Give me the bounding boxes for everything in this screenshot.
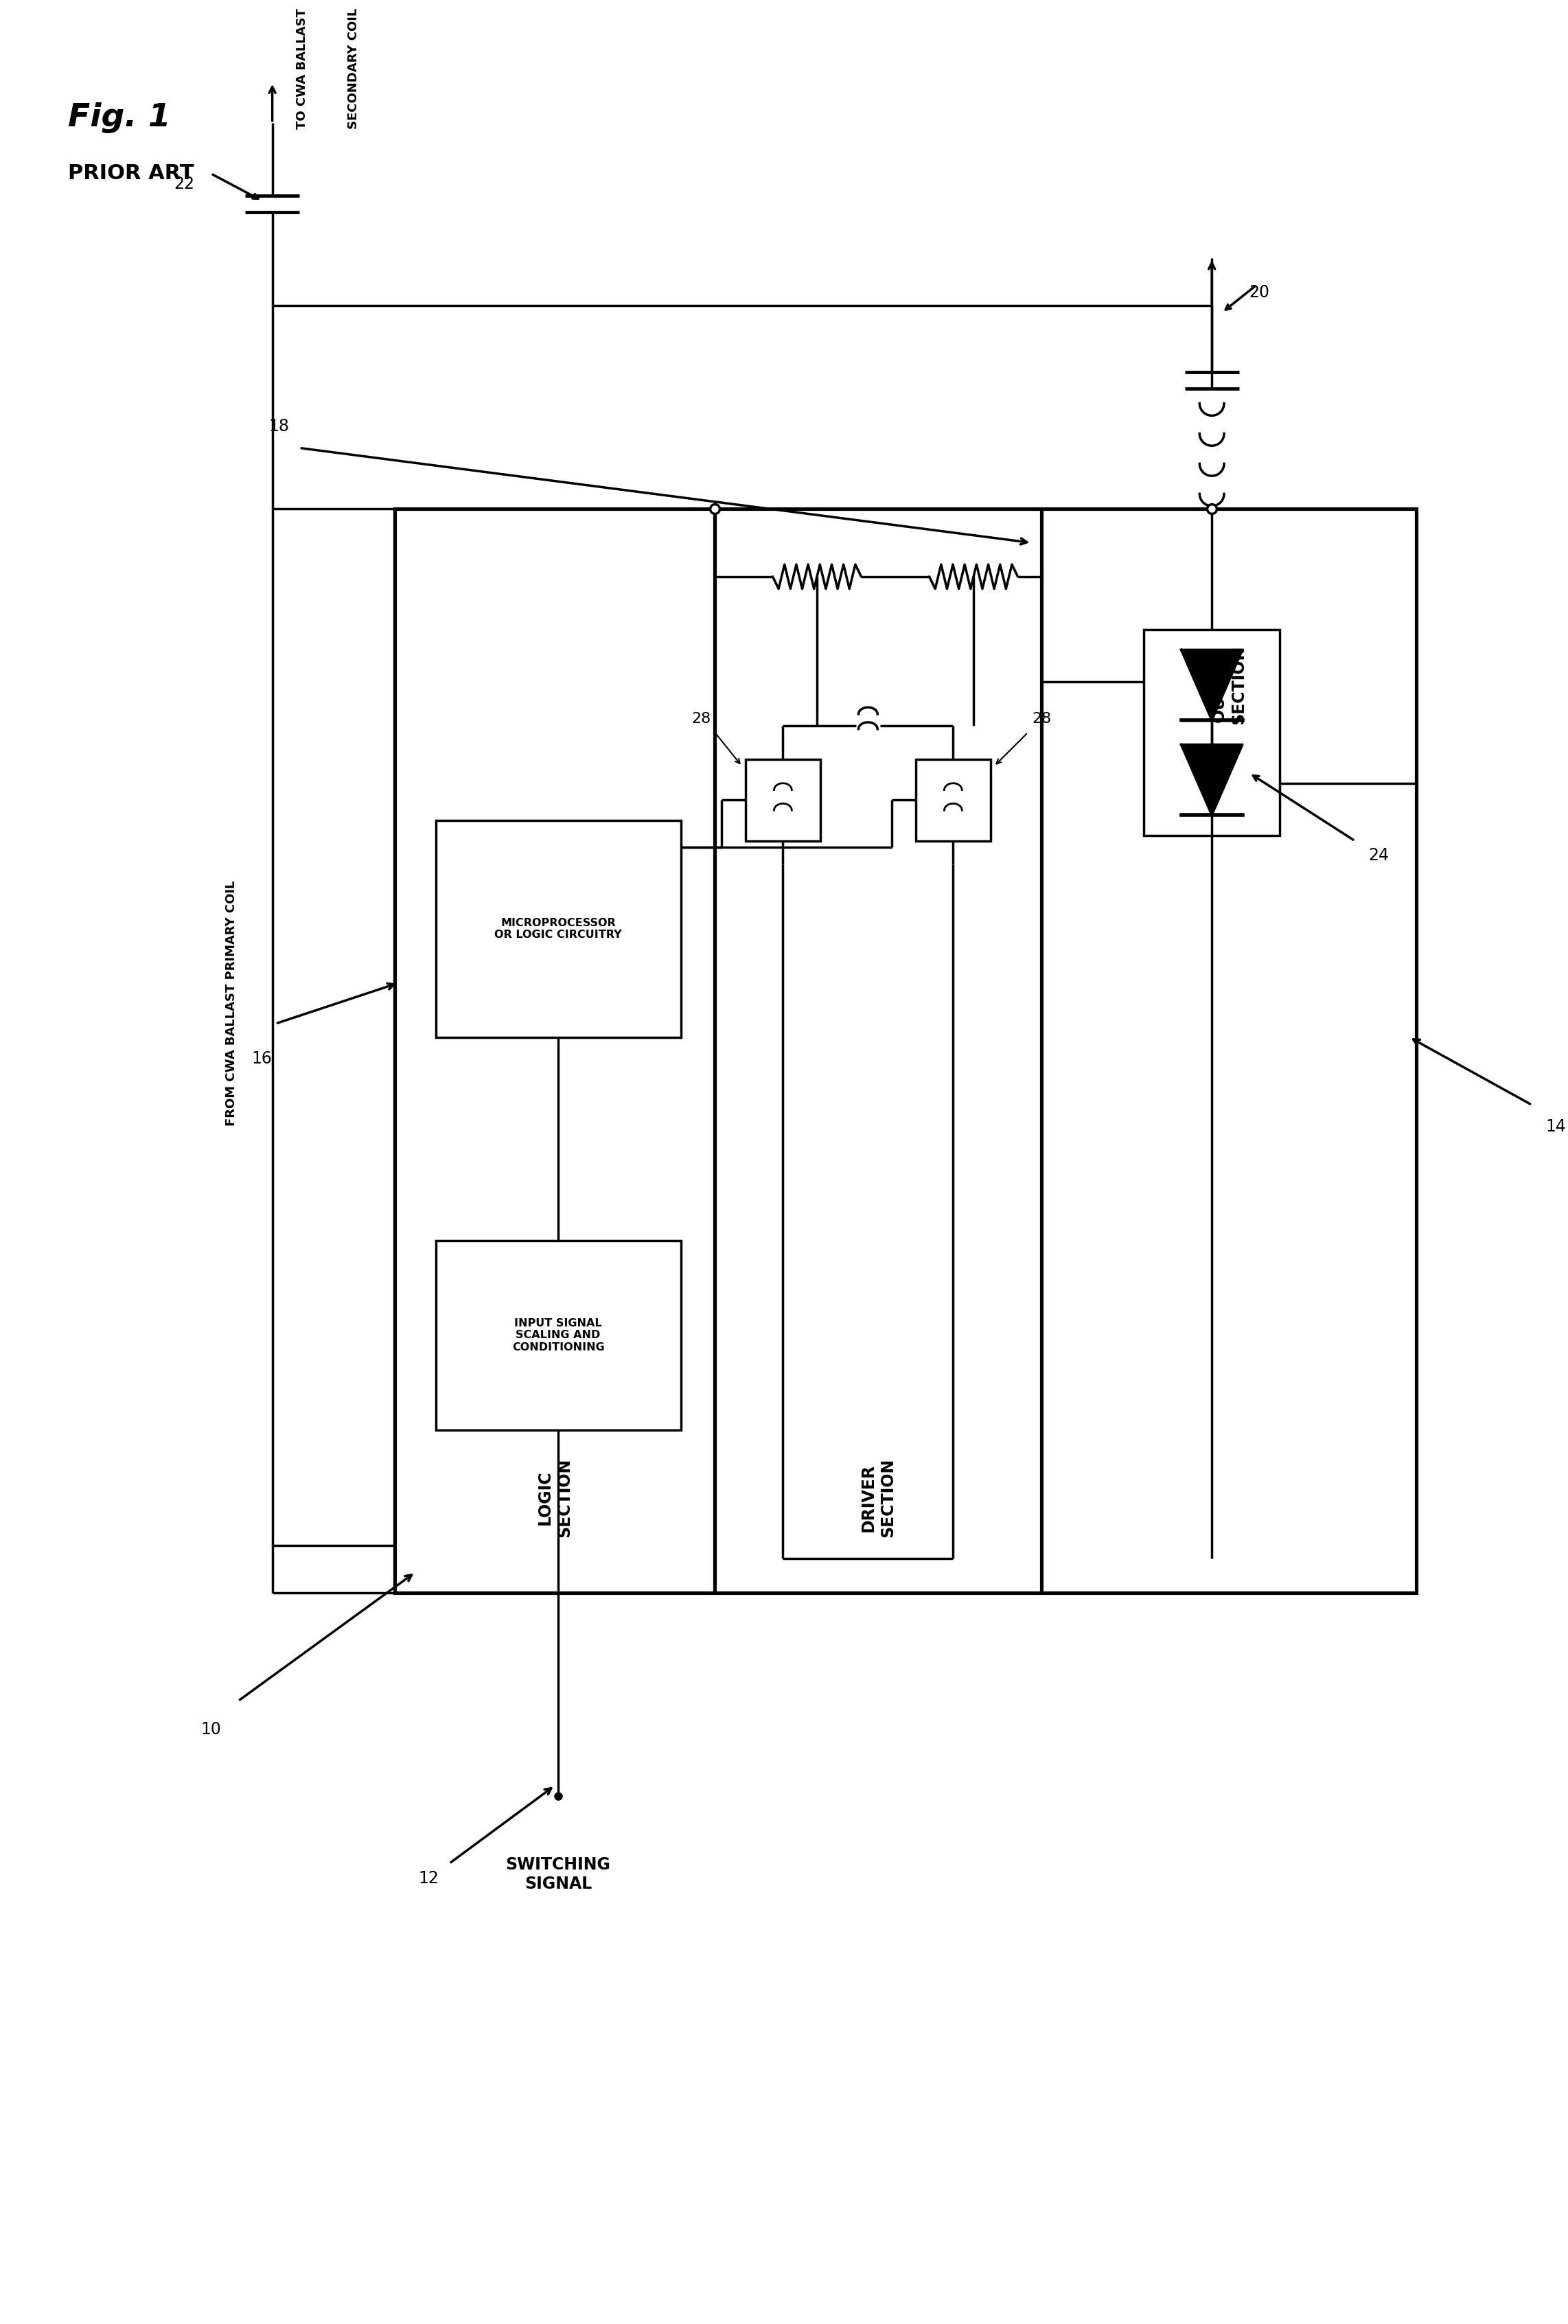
Bar: [436, 820, 681, 1037]
Text: TO CWA BALLAST: TO CWA BALLAST: [296, 9, 309, 130]
Bar: [395, 509, 1416, 1592]
Bar: [745, 760, 820, 841]
Text: 28: 28: [691, 711, 710, 725]
Text: 12: 12: [419, 1871, 439, 1887]
Polygon shape: [1181, 744, 1242, 816]
Text: MICROPROCESSOR
OR LOGIC CIRCUITRY: MICROPROCESSOR OR LOGIC CIRCUITRY: [494, 918, 622, 939]
Text: 16: 16: [252, 1050, 273, 1067]
Text: OUTPUT
SECTION: OUTPUT SECTION: [1210, 646, 1247, 725]
Text: 10: 10: [201, 1722, 221, 1738]
Text: 22: 22: [174, 177, 194, 193]
Text: INPUT SIGNAL
SCALING AND
CONDITIONING: INPUT SIGNAL SCALING AND CONDITIONING: [513, 1318, 605, 1353]
Text: 18: 18: [268, 418, 290, 435]
Polygon shape: [1181, 651, 1242, 720]
Text: Fig. 1: Fig. 1: [67, 102, 171, 132]
Text: 14: 14: [1546, 1118, 1566, 1134]
Bar: [1143, 630, 1279, 834]
Bar: [916, 760, 991, 841]
Text: PRIOR ART: PRIOR ART: [67, 163, 194, 184]
Bar: [436, 1241, 681, 1429]
Text: SWITCHING
SIGNAL: SWITCHING SIGNAL: [506, 1857, 610, 1892]
Text: LOGIC
SECTION: LOGIC SECTION: [538, 1457, 572, 1536]
Text: 20: 20: [1250, 284, 1270, 300]
Text: FROM CWA BALLAST PRIMARY COIL: FROM CWA BALLAST PRIMARY COIL: [226, 881, 238, 1127]
Text: DRIVER
SECTION: DRIVER SECTION: [861, 1457, 895, 1536]
Text: 24: 24: [1369, 848, 1389, 865]
Text: 28: 28: [1032, 711, 1051, 725]
Text: SECONDARY COIL: SECONDARY COIL: [347, 9, 359, 130]
